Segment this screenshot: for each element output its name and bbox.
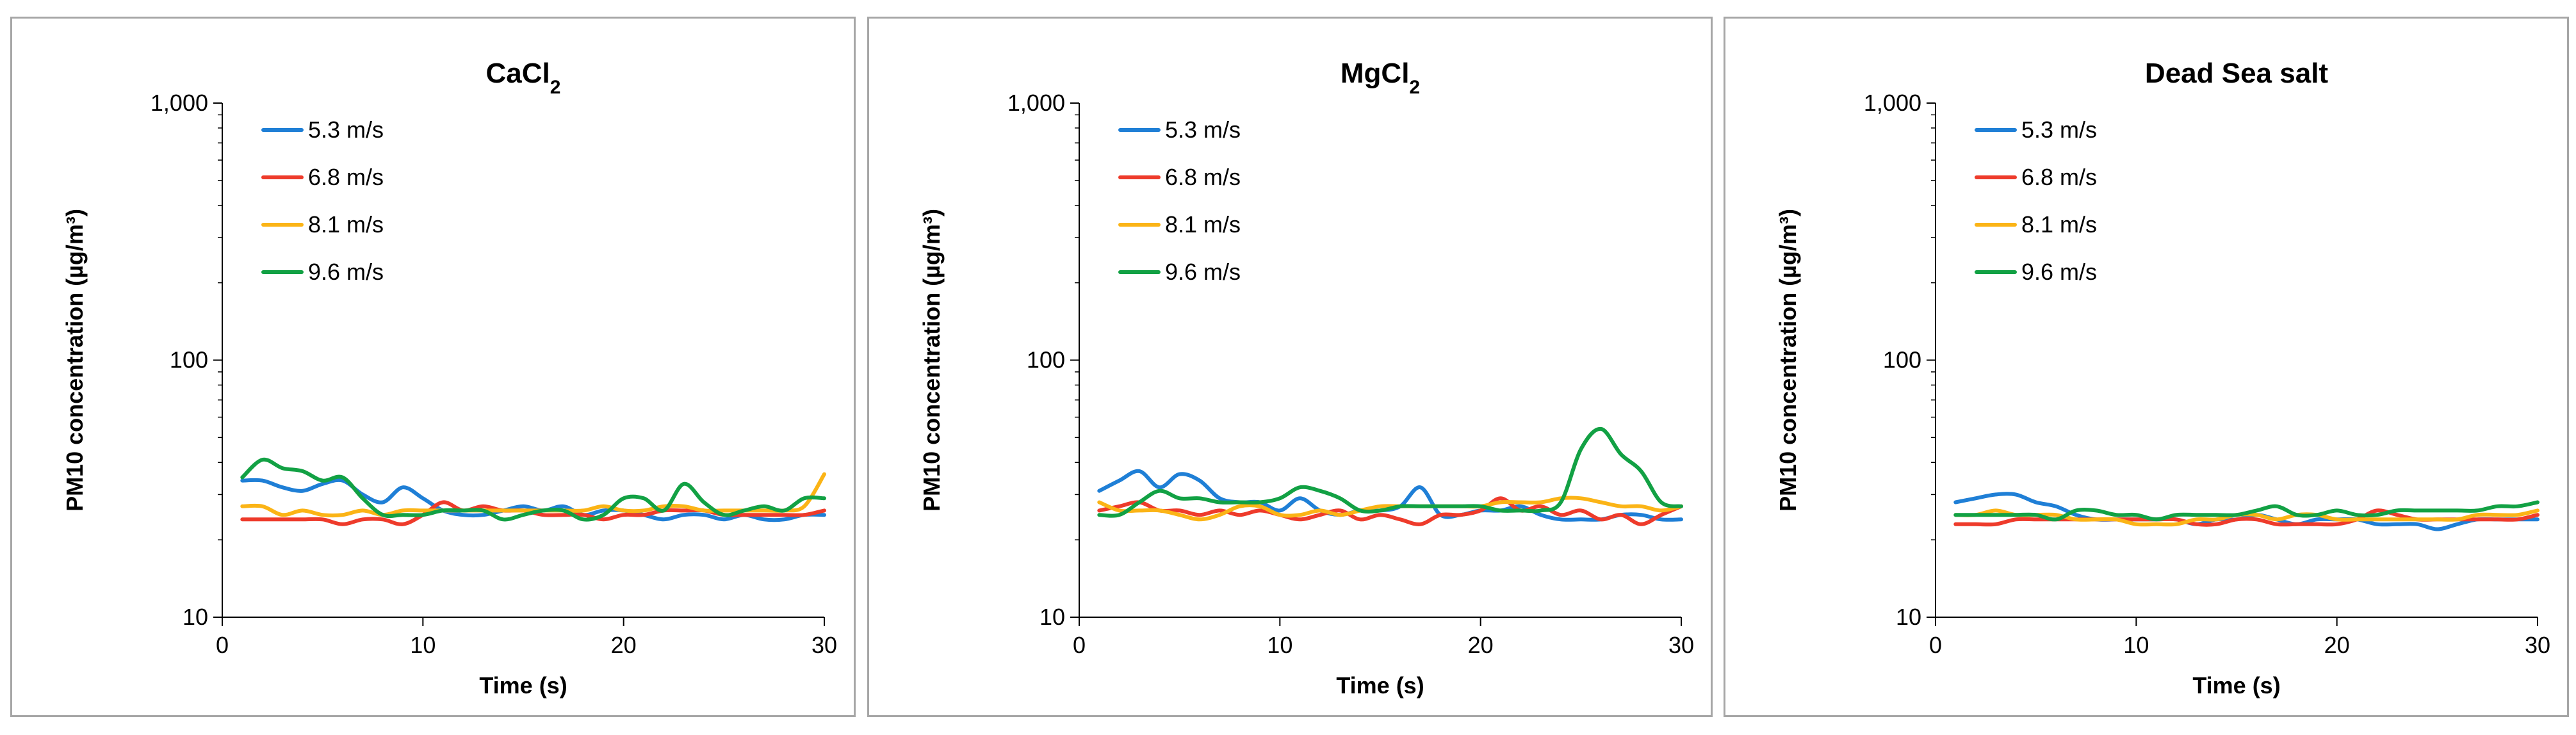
chart-title-subscript: 2: [1409, 77, 1420, 98]
y-axis-title: PM10 concentration (µg/m³): [1775, 209, 1801, 512]
x-tick-label: 0: [216, 632, 229, 658]
legend-label: 8.1 m/s: [2021, 211, 2097, 238]
x-tick-label: 0: [1929, 632, 1942, 658]
series-line-5-3-m-s: [1953, 492, 2539, 531]
x-tick-label: 0: [1073, 632, 1086, 658]
legend-label: 9.6 m/s: [308, 259, 384, 285]
series-line-5-3-m-s: [240, 478, 826, 522]
legend-label: 6.8 m/s: [1165, 164, 1241, 190]
legend-label: 5.3 m/s: [308, 117, 384, 143]
y-tick-label: 10: [1896, 604, 1921, 630]
x-tick-label: 30: [1668, 632, 1694, 658]
series-line-9-6-m-s: [240, 457, 826, 522]
legend-label: 6.8 m/s: [308, 164, 384, 190]
chart-cacl2: CaCl2 10 100 1,000 0 10 20 30 Time (s) PM10 conce…: [61, 58, 837, 699]
series-line-9-6-m-s: [1953, 500, 2539, 522]
y-tick-label: 100: [170, 347, 208, 373]
x-tick-label: 30: [811, 632, 837, 658]
chart-title: MgCl2: [1341, 58, 1420, 98]
x-tick-label: 20: [1468, 632, 1494, 658]
chart-title-subscript: 2: [550, 77, 561, 98]
x-tick-label: 20: [611, 632, 637, 658]
x-tick-label: 10: [410, 632, 436, 658]
y-tick-label: 10: [1039, 604, 1065, 630]
legend-label: 9.6 m/s: [2021, 259, 2097, 285]
x-axis-title: Time (s): [1336, 672, 1424, 699]
chart-panel-cacl2: CaCl2 10 100 1,000 0 10 20 30 Time (s) PM10 conce…: [10, 17, 856, 717]
x-tick-label: 30: [2525, 632, 2550, 658]
chart-title: Dead Sea salt: [2145, 58, 2328, 89]
y-tick-label: 10: [183, 604, 208, 630]
legend-label: 5.3 m/s: [2021, 117, 2097, 143]
legend-label: 5.3 m/s: [1165, 117, 1241, 143]
y-tick-label: 1,000: [151, 90, 208, 116]
chart-panel-dead-sea-salt: Dead Sea salt 10 100 1,000 0 10 20 30 Time (s) PM…: [1724, 17, 2569, 717]
legend-label: 8.1 m/s: [1165, 211, 1241, 238]
chart-title: CaCl2: [486, 58, 561, 98]
x-tick-label: 20: [2324, 632, 2350, 658]
legend-label: 9.6 m/s: [1165, 259, 1241, 285]
series-line-9-6-m-s: [1097, 426, 1683, 518]
y-tick-label: 1,000: [1864, 90, 1921, 116]
x-tick-label: 10: [1267, 632, 1292, 658]
y-tick-label: 100: [1027, 347, 1065, 373]
x-tick-label: 10: [2123, 632, 2149, 658]
x-axis-title: Time (s): [479, 672, 567, 699]
y-tick-label: 1,000: [1007, 90, 1065, 116]
y-tick-label: 100: [1883, 347, 1921, 373]
series-line-8-1-m-s: [1097, 496, 1683, 522]
y-axis-title: PM10 concentration (µg/m³): [918, 209, 945, 512]
chart-mgcl2: MgCl2 10 100 1,000 0 10 20 30 Time (s) PM10 conce…: [918, 58, 1694, 699]
x-axis-title: Time (s): [2192, 672, 2280, 699]
legend-label: 6.8 m/s: [2021, 164, 2097, 190]
chart-panel-mgcl2: MgCl2 10 100 1,000 0 10 20 30 Time (s) PM10 conce…: [867, 17, 1713, 717]
chart-dead-sea-salt: Dead Sea salt 10 100 1,000 0 10 20 30 Time (s) PM…: [1775, 58, 2550, 699]
y-axis-title: PM10 concentration (µg/m³): [61, 209, 88, 512]
legend-label: 8.1 m/s: [308, 211, 384, 238]
series-line-6-8-m-s: [1097, 496, 1683, 526]
